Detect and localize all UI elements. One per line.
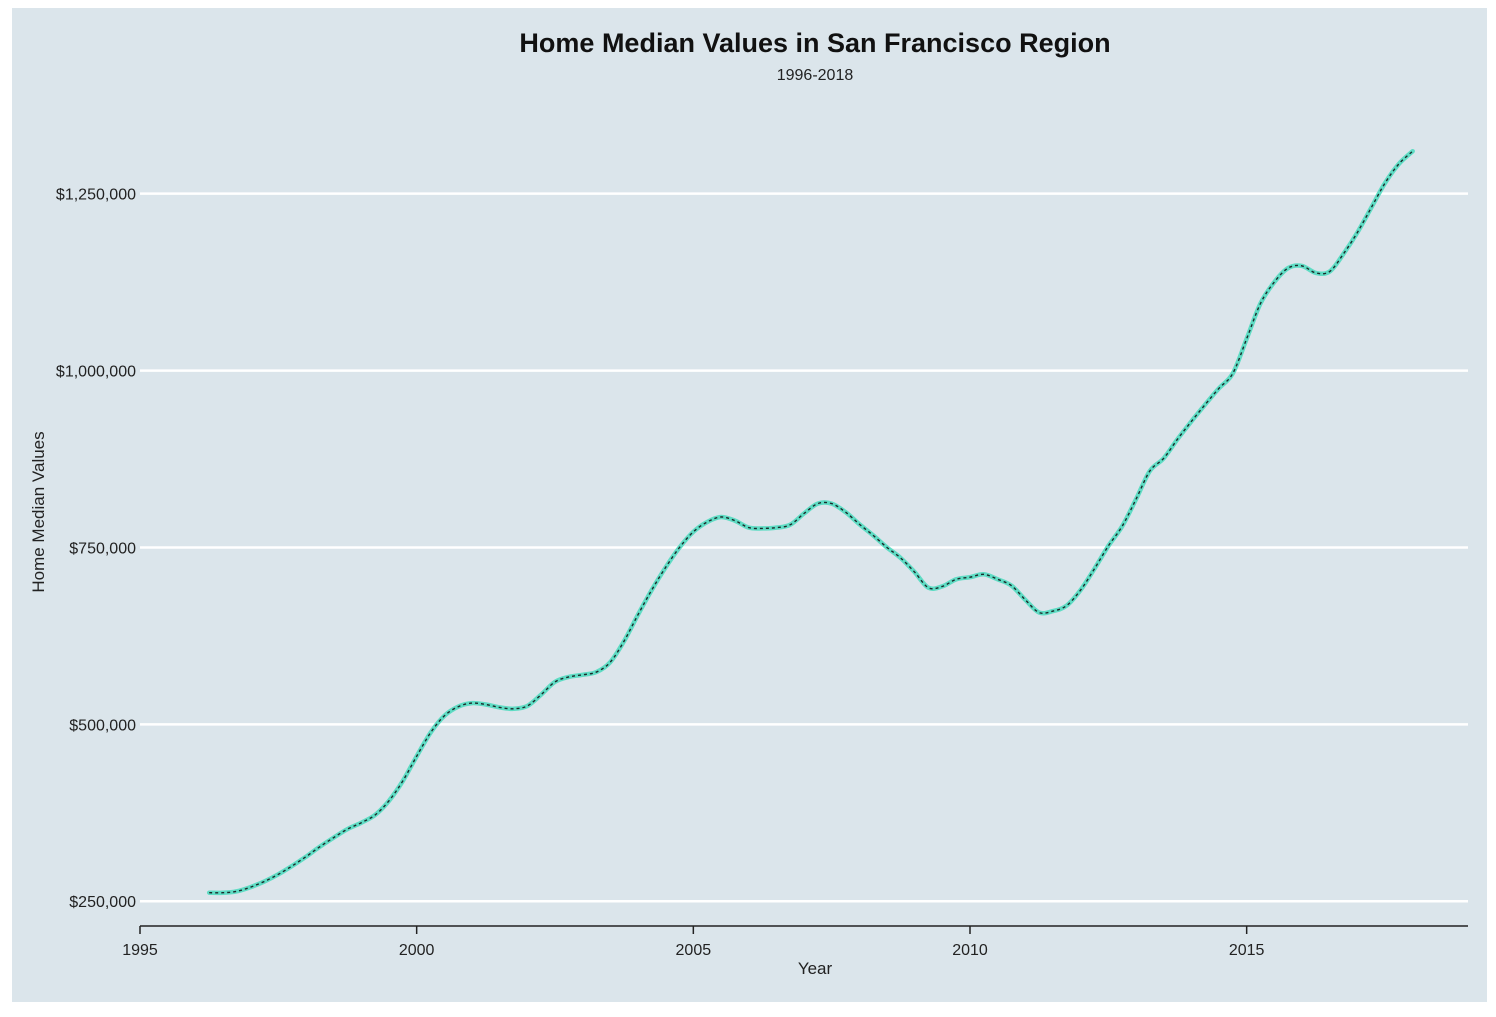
chart-background bbox=[12, 8, 1487, 1002]
y-tick-label: $1,250,000 bbox=[56, 187, 136, 204]
x-tick-label: 1995 bbox=[122, 942, 158, 959]
gridlines bbox=[140, 192, 1468, 903]
chart-subtitle: 1996-2018 bbox=[777, 67, 854, 84]
chart-title: Home Median Values in San Francisco Regi… bbox=[519, 28, 1110, 58]
x-tick-label: 2010 bbox=[952, 942, 988, 959]
x-tick-label: 2005 bbox=[676, 942, 712, 959]
data-series bbox=[206, 148, 1415, 896]
x-axis-title: Year bbox=[798, 959, 833, 978]
y-tick-label: $1,000,000 bbox=[56, 364, 136, 381]
axes: $250,000 $500,000 $750,000 $1,000,000 $1,250… bbox=[56, 187, 1468, 959]
x-tick-label: 2015 bbox=[1229, 942, 1265, 959]
series-line-dashed bbox=[209, 150, 1414, 894]
y-tick-label: $250,000 bbox=[69, 894, 136, 911]
y-tick-label: $750,000 bbox=[69, 540, 136, 557]
y-axis-title: Home Median Values bbox=[29, 431, 48, 592]
x-tick-label: 2000 bbox=[399, 942, 435, 959]
y-tick-label: $500,000 bbox=[69, 717, 136, 734]
